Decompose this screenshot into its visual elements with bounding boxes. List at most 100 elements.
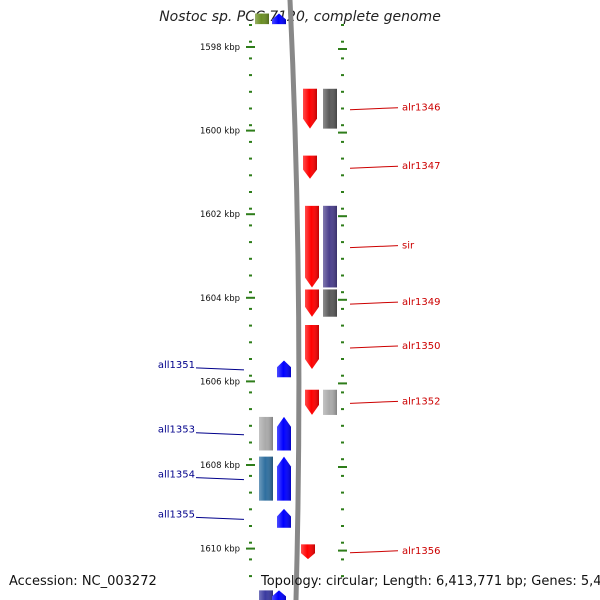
minor-tick-right <box>341 341 344 344</box>
minor-tick-right <box>341 90 344 93</box>
minor-tick-left <box>249 191 252 193</box>
gene-track <box>272 13 319 600</box>
minor-tick-left <box>249 174 252 177</box>
minor-tick-right <box>341 307 344 310</box>
minor-tick-right <box>341 558 344 561</box>
feature-block-shade <box>323 88 337 129</box>
minor-tick-right <box>341 174 344 177</box>
gene-label-reverse: all1354 <box>158 470 195 481</box>
minor-tick-left <box>249 24 252 26</box>
minor-tick-left <box>249 391 252 394</box>
kbp-tick-label: 1602 kbp <box>200 210 240 220</box>
accession-text: Accession: NC_003272 <box>9 574 157 589</box>
gene-label-reverse: all1351 <box>158 360 195 371</box>
minor-tick-right <box>341 575 344 578</box>
gene-arrow-shade <box>305 324 319 369</box>
minor-tick-left <box>249 257 252 260</box>
major-tick-right <box>338 298 347 301</box>
minor-tick-right <box>341 224 344 227</box>
gene-arrow-shade <box>277 508 291 528</box>
genome-title: Nostoc sp. PCC 7120, complete genome <box>159 9 441 25</box>
gene-arrow-shade <box>277 456 291 501</box>
gene-leader-line <box>349 107 399 111</box>
minor-tick-right <box>341 391 344 394</box>
minor-tick-right <box>341 408 344 411</box>
feature-track <box>255 13 337 600</box>
gene-label-forward: alr1349 <box>402 297 440 308</box>
major-tick <box>246 46 255 48</box>
gene-arrow-shade <box>303 155 317 179</box>
gene-arrow-shade <box>277 416 291 451</box>
gene-leader-line <box>195 516 245 520</box>
minor-tick-left <box>249 124 252 127</box>
minor-tick-right <box>341 508 344 511</box>
genome-backbone <box>287 0 302 600</box>
gene-leader-line <box>195 432 245 436</box>
minor-tick-right <box>341 191 344 193</box>
minor-tick-left <box>249 558 252 561</box>
major-tick-right <box>338 48 347 50</box>
kbp-tick-label: 1600 kbp <box>200 127 240 137</box>
feature-block-shade <box>259 590 273 600</box>
minor-tick-left <box>249 541 252 544</box>
minor-tick-right <box>341 458 344 461</box>
minor-tick-left <box>249 140 252 143</box>
minor-tick-left <box>249 358 252 360</box>
feature-block-shade <box>259 456 273 501</box>
gene-label-forward: alr1356 <box>402 546 440 557</box>
kbp-axis: 1598 kbp 1600 kbp 1602 kbp 1604 kbp 1606 kbp… <box>200 24 347 578</box>
feature-block-shade <box>323 289 337 317</box>
gene-leader-line <box>349 400 399 404</box>
minor-tick-left <box>249 241 252 244</box>
major-tick <box>246 129 255 132</box>
minor-tick-left <box>249 107 252 110</box>
minor-tick-right <box>341 241 344 244</box>
gene-leader-line <box>195 477 245 481</box>
minor-tick-right <box>341 541 344 544</box>
minor-tick-left <box>249 291 252 294</box>
feature-block-shade <box>323 389 337 415</box>
gene-arrow-shade <box>272 590 286 600</box>
major-tick <box>246 296 255 299</box>
minor-tick-right <box>341 107 344 110</box>
gene-arrow-shade <box>305 205 319 288</box>
minor-tick-right <box>341 140 344 143</box>
gene-label-reverse: all1355 <box>158 509 195 520</box>
kbp-tick-label: 1610 kbp <box>200 545 240 555</box>
minor-tick-right <box>341 358 344 360</box>
gene-leader-line <box>195 367 245 371</box>
feature-block-shade <box>323 205 337 288</box>
gene-arrow-shade <box>272 13 286 25</box>
minor-tick-right <box>341 441 344 444</box>
minor-tick-right <box>341 274 344 277</box>
minor-tick-left <box>249 374 252 377</box>
minor-tick-right <box>341 24 344 26</box>
gene-label-reverse: all1353 <box>158 425 195 436</box>
kbp-tick-label: 1604 kbp <box>200 294 240 304</box>
minor-tick-right <box>341 74 344 77</box>
topology-text: Topology: circular; Length: 6,413,771 bp… <box>261 574 600 589</box>
gene-label-forward: sir <box>402 241 415 252</box>
minor-tick-left <box>249 74 252 77</box>
gene-label-forward: alr1347 <box>402 161 440 172</box>
major-tick-right <box>338 549 347 552</box>
minor-tick-right <box>341 491 344 494</box>
major-tick-right <box>338 466 347 468</box>
gene-label-forward: alr1346 <box>402 103 440 114</box>
feature-block-shade <box>259 416 273 451</box>
gene-leader-line <box>349 301 399 305</box>
feature-block-shade <box>255 13 269 25</box>
minor-tick-right <box>341 374 344 377</box>
gene-arrow-shade <box>301 544 315 560</box>
minor-tick-left <box>249 57 252 60</box>
minor-tick-left <box>249 491 252 494</box>
minor-tick-right <box>341 474 344 477</box>
minor-tick-left <box>249 441 252 444</box>
minor-tick-left <box>249 474 252 477</box>
major-tick-right <box>338 382 347 385</box>
minor-tick-right <box>341 525 344 527</box>
gene-leader-line <box>349 245 399 249</box>
minor-tick-right <box>341 424 344 427</box>
gene-arrow-shade <box>277 360 291 378</box>
gene-leader-line <box>349 345 399 349</box>
